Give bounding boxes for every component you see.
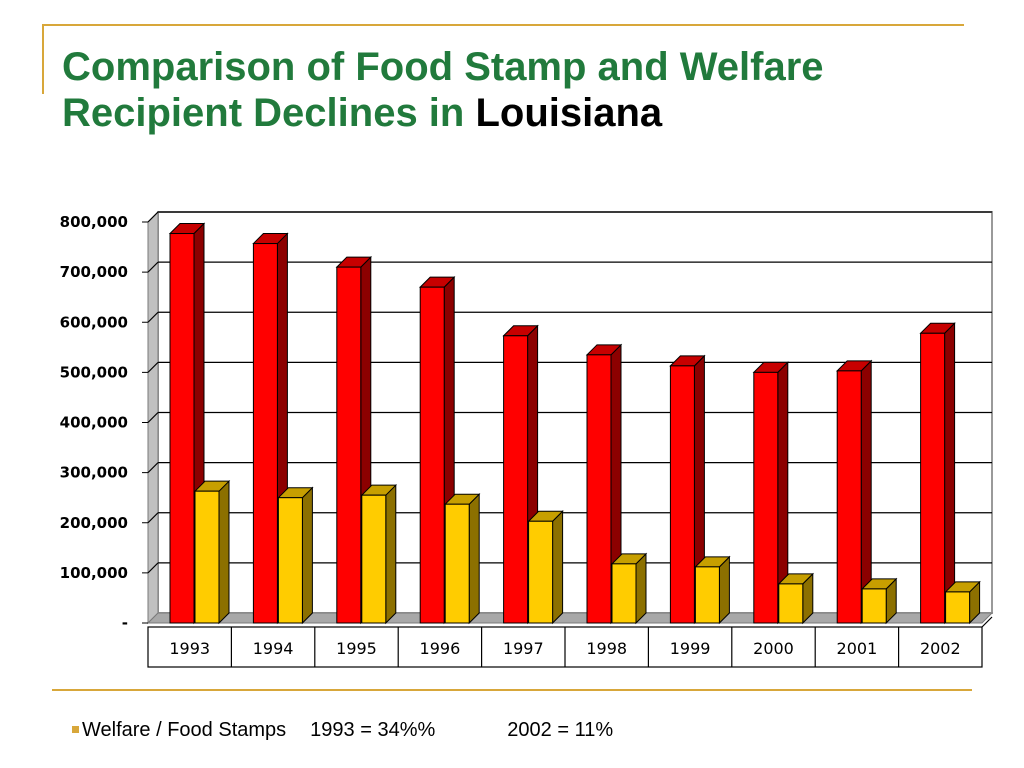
bar-yellow	[360, 483, 398, 625]
bar-front	[861, 588, 887, 624]
y-tick-label: 100,000	[60, 564, 128, 582]
gridline-depth	[147, 562, 159, 574]
gridline-depth	[147, 512, 159, 524]
bar-side	[385, 483, 397, 625]
footnote-2002-stat: 2002 = 11%	[507, 719, 614, 741]
bar-yellow	[944, 580, 981, 625]
bar-yellow	[277, 486, 314, 625]
gridline-depth	[147, 412, 159, 423]
bar-front	[194, 490, 220, 624]
bar-chart: 1993 1994 1995 1996 1997 1998 1999 2000 2001 2002…	[60, 210, 994, 668]
y-tick-label: 400,000	[60, 414, 128, 432]
x-tick-label: 1994	[253, 639, 294, 658]
bar-front	[945, 591, 971, 624]
category-axis: 1993 1994 1995 1996 1997 1998 1999 2000 2001 2002	[147, 616, 993, 668]
y-tick-label: 600,000	[60, 313, 128, 331]
y-tick-label: 300,000	[60, 464, 128, 482]
title-highlight: Louisiana	[475, 91, 663, 135]
frame-left-rule	[42, 24, 44, 94]
y-tick-label: -	[122, 614, 128, 632]
gridline-depth	[147, 261, 159, 273]
bar-front	[778, 583, 804, 624]
bar-red	[585, 343, 623, 625]
title-main: Comparison of Food Stamp and Welfare Rec…	[62, 45, 824, 135]
bar-yellow	[443, 492, 481, 625]
bar-yellow	[777, 572, 815, 625]
bars	[168, 222, 981, 625]
bottom-rule	[52, 689, 972, 691]
y-tick-label: 800,000	[60, 213, 128, 231]
y-tick-label: 500,000	[60, 363, 128, 381]
bar-front	[836, 370, 862, 624]
bar-red	[919, 322, 956, 625]
bullet-icon	[72, 726, 79, 733]
x-tick-label: 1997	[503, 639, 544, 658]
bar-side	[218, 479, 230, 625]
bar-front	[611, 563, 637, 624]
gridline-depth	[147, 311, 159, 323]
x-tick-label: 1999	[670, 639, 711, 658]
x-tick-label: 1995	[336, 639, 377, 658]
bar-yellow	[527, 510, 564, 625]
bar-yellow	[193, 479, 231, 625]
bar-front	[419, 286, 445, 624]
x-tick-label: 1996	[420, 639, 461, 658]
x-tick-label: 1993	[169, 639, 210, 658]
bar-front	[444, 503, 470, 624]
bar-front	[694, 566, 720, 624]
x-tick-label: 1998	[586, 639, 627, 658]
footnote-1993-stat: 1993 = 34%%	[310, 719, 436, 741]
y-tick-label: 200,000	[60, 514, 128, 532]
bar-yellow	[694, 555, 731, 625]
bar-front	[252, 243, 278, 624]
bar-side	[944, 322, 956, 625]
bar-front	[669, 365, 695, 624]
bar-red	[835, 359, 873, 625]
bar-front	[277, 497, 303, 624]
category-axis-depth	[981, 616, 993, 628]
y-tick-label: 700,000	[60, 263, 128, 281]
bar-yellow	[610, 552, 648, 625]
bar-yellow	[860, 577, 898, 625]
bar-front	[361, 494, 387, 624]
frame-top-rule	[42, 24, 964, 26]
footnote: Welfare / Food Stamps 1993 = 34%% 2002 = 1…	[72, 719, 613, 745]
y-axis-ticks: - 100,000 200,000 300,000 400,000 500,000 600,…	[60, 213, 148, 632]
bar-red	[669, 354, 706, 625]
bar-front	[586, 354, 612, 624]
gridline-depth	[147, 462, 159, 474]
bar-front	[920, 332, 946, 624]
x-tick-label: 2001	[837, 639, 878, 658]
bar-front	[503, 335, 529, 624]
bar-side	[552, 510, 564, 625]
bar-side	[635, 552, 647, 625]
x-tick-label: 2000	[753, 639, 794, 658]
bar-front	[169, 233, 195, 624]
bar-side	[301, 486, 313, 625]
gridline-depth	[147, 211, 159, 223]
bar-front	[528, 520, 554, 624]
gridline-depth	[147, 361, 159, 373]
bar-side	[468, 492, 480, 625]
x-tick-label: 2002	[920, 639, 961, 658]
bar-side	[718, 555, 730, 625]
footnote-label: Welfare / Food Stamps	[82, 719, 287, 741]
bar-front	[753, 371, 779, 624]
bar-front	[336, 266, 362, 624]
slide-title: Comparison of Food Stamp and Welfare Rec…	[62, 44, 962, 136]
